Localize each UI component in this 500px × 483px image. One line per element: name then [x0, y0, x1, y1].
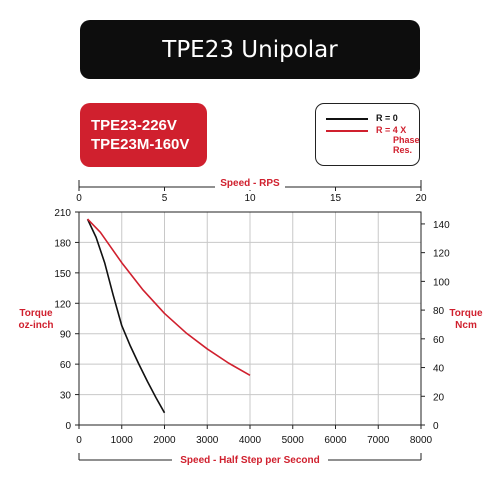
series-line-0: [86, 218, 166, 414]
model-name-2: TPE23M-160V: [91, 136, 190, 153]
legend: R = 0 R = 4 X Phase Res.: [315, 103, 420, 166]
x-top-label-background: [215, 176, 285, 190]
x-tick-label-4: 4000: [239, 435, 262, 446]
series-line-1: [86, 218, 251, 376]
chart-title: TPE23 Unipolar: [80, 20, 420, 79]
y-left-tick-label-2: 60: [60, 360, 72, 371]
y-right-tick-label-0: 0: [433, 421, 439, 432]
model-name-1: TPE23-226V: [91, 117, 177, 134]
legend-label-r4-line-3: Res.: [393, 145, 413, 155]
y-right-tick-label-4: 80: [433, 306, 445, 317]
y-left-axis-label-line-2: oz-inch: [19, 320, 54, 331]
y-left-tick-label-6: 180: [54, 238, 71, 249]
x-tick-label-2: 2000: [153, 435, 176, 446]
y-right-tick-label-1: 20: [433, 392, 445, 403]
legend-label-r0: R = 0: [376, 113, 398, 123]
y-left-tick-label-4: 120: [54, 299, 71, 310]
x-tick-label-3: 3000: [196, 435, 219, 446]
x-axis-label: Speed - Half Step per Second: [180, 455, 319, 466]
y-left-axis-label-line-1: Torque: [19, 308, 53, 319]
x-tick-label-6: 6000: [324, 435, 347, 446]
x-tick-label-7: 7000: [367, 435, 390, 446]
legend-label-r4-line-1: R = 4 X: [376, 125, 407, 135]
y-right-tick-label-7: 140: [433, 220, 450, 231]
y-right-tick-label-5: 100: [433, 277, 450, 288]
x-top-tick-label-3: 15: [330, 193, 342, 204]
x-tick-label-5: 5000: [282, 435, 305, 446]
y-right-tick-label-6: 120: [433, 249, 450, 260]
x-top-tick-label-2: 10: [244, 193, 256, 204]
y-left-tick-label-0: 0: [65, 421, 71, 432]
x-tick-label-1: 1000: [111, 435, 134, 446]
x-top-tick-label-0: 0: [76, 193, 82, 204]
y-left-tick-label-7: 210: [54, 208, 71, 219]
x-top-tick-label-4: 20: [415, 193, 427, 204]
legend-entry-r0: R = 0: [326, 113, 398, 123]
y-right-axis-label-line-1: Torque: [449, 308, 483, 319]
x-bottom-label-background: [172, 452, 328, 466]
legend-label-r4: R = 4 X Phase Res.: [376, 125, 420, 155]
model-label-box: TPE23-226V TPE23M-160V: [80, 103, 207, 167]
x-top-tick-label-1: 5: [162, 193, 168, 204]
y-right-tick-label-3: 60: [433, 335, 445, 346]
legend-label-r4-line-2: Phase: [393, 135, 420, 145]
chart-title-text: TPE23 Unipolar: [162, 36, 338, 63]
y-right-tick-label-2: 40: [433, 364, 445, 375]
legend-entry-r4: R = 4 X Phase Res.: [326, 125, 420, 155]
x-tick-label-0: 0: [76, 435, 82, 446]
y-left-tick-label-3: 90: [60, 330, 72, 341]
y-left-tick-label-5: 150: [54, 269, 71, 280]
legend-swatch-black: [326, 118, 368, 120]
x-top-axis-label: Speed - RPS: [220, 178, 280, 189]
x-tick-label-8: 8000: [410, 435, 433, 446]
legend-swatch-red: [326, 130, 368, 132]
y-right-axis-label-line-2: Ncm: [455, 320, 477, 331]
y-left-tick-label-1: 30: [60, 391, 72, 402]
